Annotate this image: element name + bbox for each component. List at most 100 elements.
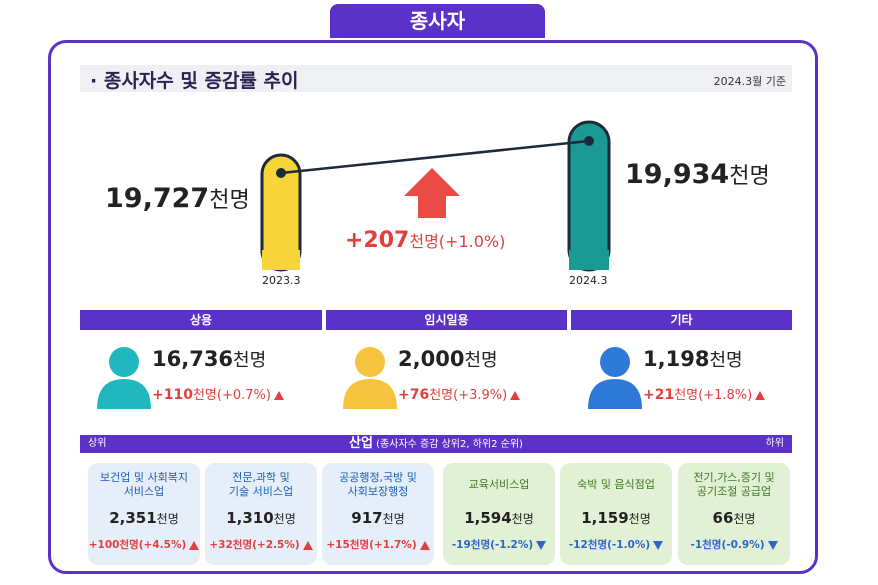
industry-card: 전문,과학 및 기술 서비스업 1,310천명 +32천명(+2.5%)	[205, 463, 317, 565]
industry-card: 전기,가스,증기 및 공기조절 공급업 66천명 -1천명(-0.9%)	[678, 463, 790, 565]
card-value: 66천명	[678, 509, 790, 527]
trend-arrow	[302, 540, 313, 550]
card-change: +15천명(+1.7%)	[322, 537, 434, 552]
name-line: 교육서비스업	[468, 478, 530, 491]
pillar-2024-base	[569, 250, 609, 270]
card-name: 전기,가스,증기 및 공기조절 공급업	[678, 467, 790, 503]
name-line: 기술 서비스업	[228, 485, 294, 498]
right-label: 하위	[765, 438, 784, 449]
unit: 천명	[464, 350, 498, 371]
unit: 천명	[511, 512, 534, 526]
change: -12천명(-1.0%)	[568, 539, 651, 551]
value: 66	[712, 509, 734, 527]
card-change: -1천명(-0.9%)	[678, 537, 790, 552]
name-line: 공공행정,국방 및	[339, 471, 417, 484]
pillar-2023-base	[262, 250, 300, 270]
card-change: +100천명(+4.5%)	[88, 537, 200, 552]
trend-graphic	[260, 120, 611, 272]
name-line: 전문,과학 및	[232, 471, 290, 484]
before-value: 19,727천명	[105, 183, 250, 214]
person-icon	[588, 347, 642, 409]
unit: 천명	[733, 512, 756, 526]
tab: 종사자	[330, 4, 545, 38]
card-change: -19천명(-1.2%)	[443, 537, 555, 552]
before-label: 2023.3	[262, 274, 301, 287]
name-line: 사회보장행정	[347, 485, 409, 498]
trend-arrow	[273, 390, 284, 400]
name-line: 서비스업	[123, 485, 165, 498]
connector	[280, 139, 590, 175]
dot	[276, 168, 286, 178]
industry-heading: 산업 (종사자수 증감 상위2, 하위2 순위)	[349, 436, 523, 451]
unit: 천명	[709, 350, 743, 371]
person-icon	[97, 347, 151, 409]
card-name: 공공행정,국방 및 사회보장행정	[322, 467, 434, 503]
type-change: +21천명(+1.8%)	[643, 384, 766, 403]
trend-arrow	[755, 390, 766, 400]
change: +110	[152, 387, 193, 403]
card-name: 전문,과학 및 기술 서비스업	[205, 467, 317, 503]
value: 16,736	[152, 347, 234, 371]
card-change: -12천명(-1.0%)	[560, 537, 672, 552]
card-value: 1,594천명	[443, 509, 555, 527]
card-change: +32천명(+2.5%)	[205, 537, 317, 552]
value: 1,198	[643, 347, 710, 371]
change: +32천명(+2.5%)	[209, 539, 300, 551]
subtitle: · 종사자수 및 증감률 추이	[90, 70, 299, 92]
basis: 2024.3월 기준	[713, 75, 786, 88]
card-name: 교육서비스업	[443, 467, 555, 503]
up-arrow	[404, 168, 460, 218]
trend-arrow	[189, 540, 200, 550]
industry-card: 공공행정,국방 및 사회보장행정 917천명 +15천명(+1.7%)	[322, 463, 434, 565]
value: 1,159	[581, 509, 629, 527]
industry-card: 보건업 및 사회복지 서비스업 2,351천명 +100천명(+4.5%)	[88, 463, 200, 565]
name-line: 보건업 및 사회복지	[100, 471, 188, 484]
value: 2,000	[398, 347, 465, 371]
value: 1,594	[464, 509, 512, 527]
card-value: 917천명	[322, 509, 434, 527]
after-value: 19,934천명	[625, 159, 770, 190]
value: 2,351	[109, 509, 157, 527]
trend-change: +207천명(+1.0%)	[345, 228, 506, 253]
type-value: 2,000천명	[398, 346, 498, 372]
trend-arrow	[510, 390, 521, 400]
type-change: +76천명(+3.9%)	[398, 384, 521, 403]
industry-card: 숙박 및 음식점업 1,159천명 -12천명(-1.0%)	[560, 463, 672, 565]
type-bar: 임시일용	[326, 310, 567, 330]
card-name: 보건업 및 사회복지 서비스업	[88, 467, 200, 503]
industry-card: 교육서비스업 1,594천명 -19천명(-1.2%)	[443, 463, 555, 565]
subtitle-bar	[80, 65, 792, 92]
value: 1,310	[226, 509, 274, 527]
unit: 천명	[233, 350, 267, 371]
card-value: 1,310천명	[205, 509, 317, 527]
person-icon	[343, 347, 397, 409]
type-bar: 상용	[80, 310, 322, 330]
type-bar: 기타	[571, 310, 792, 330]
change: -19천명(-1.2%)	[451, 539, 534, 551]
name-line: 숙박 및 음식점업	[577, 478, 655, 491]
type-change: +110천명(+0.7%)	[152, 384, 284, 403]
change: -1천명(-0.9%)	[690, 539, 765, 551]
industry-bar: 상위 산업 (종사자수 증감 상위2, 하위2 순위) 하위	[80, 435, 792, 453]
change-rest: 천명(+3.9%)	[429, 388, 508, 403]
trend-arrow	[536, 540, 547, 550]
card-value: 2,351천명	[88, 509, 200, 527]
value: 917	[351, 509, 383, 527]
card-name: 숙박 및 음식점업	[560, 467, 672, 503]
trend-arrow	[767, 540, 778, 550]
left-label: 상위	[88, 438, 107, 449]
change: +15천명(+1.7%)	[326, 539, 417, 551]
after-label: 2024.3	[569, 274, 608, 287]
unit: 천명	[273, 512, 296, 526]
change-rest: 천명(+1.8%)	[674, 388, 753, 403]
unit: 천명	[628, 512, 651, 526]
unit: 천명	[382, 512, 405, 526]
change: +76	[398, 387, 430, 403]
card-value: 1,159천명	[560, 509, 672, 527]
frame	[48, 40, 818, 574]
change: +100천명(+4.5%)	[88, 539, 187, 551]
trend-arrow	[419, 540, 430, 550]
change-rest: 천명(+0.7%)	[192, 388, 271, 403]
change: +21	[643, 387, 675, 403]
